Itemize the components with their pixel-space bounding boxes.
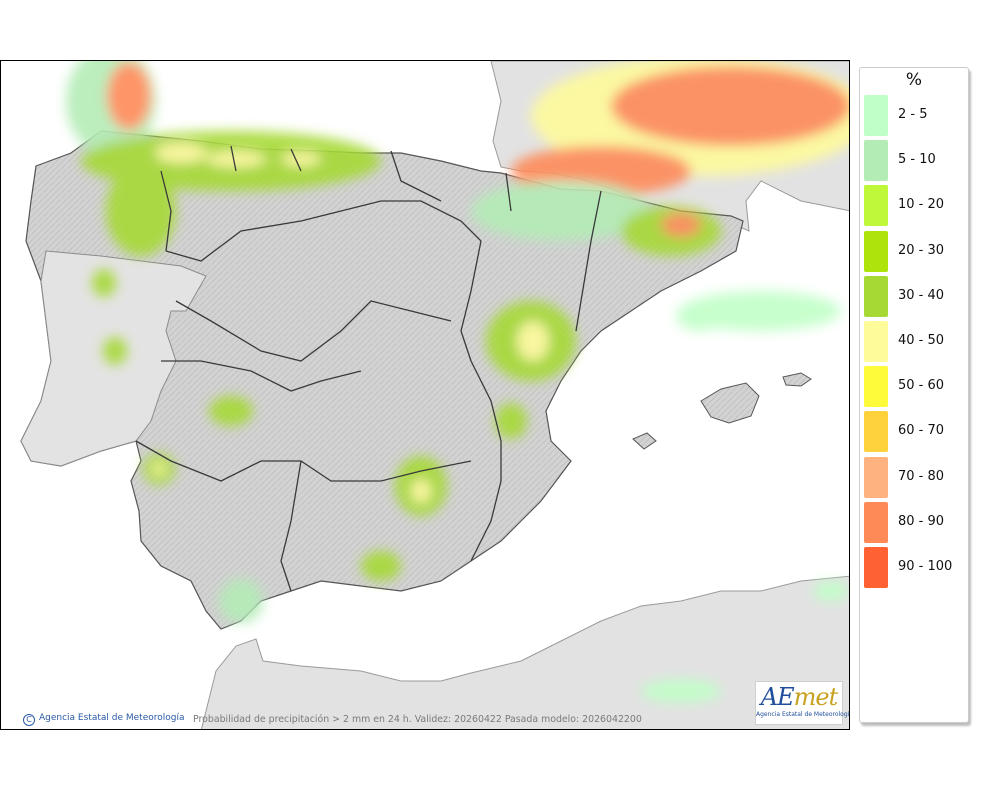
legend-swatch <box>864 501 888 543</box>
mallorca-island <box>700 382 760 424</box>
logo-wordmark: AEmet <box>760 683 838 711</box>
legend-swatch <box>864 321 888 362</box>
legend-label: 20 - 30 <box>898 242 945 258</box>
legend-label: 5 - 10 <box>898 152 936 168</box>
legend-swatch <box>864 230 888 272</box>
legend-item: 90 - 100 <box>864 547 968 589</box>
legend-swatch <box>864 95 888 136</box>
legend-swatch <box>864 456 888 498</box>
legend-label: 50 - 60 <box>898 378 945 394</box>
legend-item: 30 - 40 <box>864 275 968 318</box>
legend-label: 30 - 40 <box>898 287 945 303</box>
legend-label: 60 - 70 <box>898 423 945 439</box>
legend-item: 70 - 80 <box>864 456 968 499</box>
legend-item: 40 - 50 <box>864 321 968 363</box>
legend-swatch <box>864 275 888 317</box>
map-panel: C Agencia Estatal de Meteorología Probabi… <box>0 60 850 730</box>
legend-swatch <box>864 140 888 182</box>
legend-swatch <box>864 547 888 588</box>
logo-subtitle: Agencia Estatal de Meteorología <box>756 711 850 718</box>
legend-label: 2 - 5 <box>898 107 928 122</box>
copyright-icon: C <box>23 714 35 726</box>
credit-text: Agencia Estatal de Meteorología <box>39 713 185 723</box>
menorca-island <box>782 372 812 387</box>
map-caption: Probabilidad de precipitación > 2 mm en … <box>193 714 642 725</box>
legend-item: 5 - 10 <box>864 140 968 182</box>
legend-title: % <box>905 70 923 90</box>
region-borders <box>135 145 602 592</box>
legend-label: 10 - 20 <box>898 197 945 213</box>
legend-label: 70 - 80 <box>898 468 945 484</box>
aemet-logo: AEmet Agencia Estatal de Meteorología <box>755 681 850 725</box>
legend-item: 50 - 60 <box>864 366 968 408</box>
precipitation-map <box>1 61 849 729</box>
legend-item: 10 - 20 <box>864 185 968 227</box>
legend-item: 80 - 90 <box>864 501 968 544</box>
legend-swatch <box>864 411 888 453</box>
legend-label: 80 - 90 <box>898 513 945 529</box>
legend-panel: % 2 - 5 5 - 10 10 - 20 20 - 30 30 - 40 40 - 5… <box>859 67 969 723</box>
legend-label: 40 - 50 <box>898 333 945 348</box>
agency-credit: C Agencia Estatal de Meteorología <box>23 713 185 726</box>
legend-label: 90 - 100 <box>898 559 953 574</box>
precip-overlay <box>66 61 849 703</box>
legend-item: 2 - 5 <box>864 95 968 137</box>
legend-swatch <box>864 185 888 227</box>
legend-item: 20 - 30 <box>864 230 968 273</box>
legend-item: 60 - 70 <box>864 411 968 453</box>
legend-swatch <box>864 366 888 408</box>
ibiza-island <box>632 432 657 450</box>
